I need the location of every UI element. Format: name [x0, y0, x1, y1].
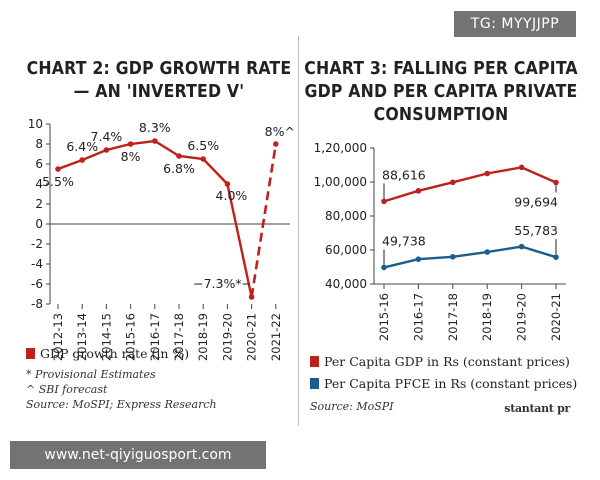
gdp-growth-point: [248, 294, 255, 300]
chart3-title-line2: GDP AND PER CAPITA PRIVATE: [304, 82, 578, 102]
gdp-growth-point: [200, 156, 206, 162]
x-tick-label: 2014-15: [99, 313, 113, 361]
y-tick-label: -8: [31, 297, 43, 311]
x-tick-label: 2020-21: [245, 313, 259, 361]
y-tick-label: 60,000: [325, 243, 367, 257]
gdp-growth-chart-panel: CHART 2: GDP GROWTH RATE — AN 'INVERTED …: [20, 36, 299, 426]
per-capita-data-label: 55,783: [514, 223, 558, 238]
per-capita-data-label: 88,616: [382, 167, 426, 182]
per-capita-pfce-point: [518, 243, 525, 250]
chart3-legend-pfce: Per Capita PFCE in Rs (constant prices): [310, 376, 577, 391]
y-tick-label: 1,00,000: [314, 175, 367, 189]
per-capita-gdp-point: [518, 164, 525, 171]
per-capita-chart: 1,20,000 1,00,000 80,000 60,000 40,000 2015-1…: [314, 141, 566, 341]
gdp-growth-chart: 10 8 6 4 2 0 -2 -4 -6 -8 2012-13 2013-14 2014-15 2015…: [28, 117, 295, 361]
x-tick-label: 2012-13: [51, 313, 65, 361]
x-tick-label: 2015-16: [377, 293, 391, 341]
x-tick-label: 2017-18: [172, 313, 186, 361]
chart2-source: Source: MoSPI; Express Research: [26, 398, 217, 411]
per-capita-pfce-point: [381, 264, 387, 271]
gdp-growth-forecast-line: [250, 143, 278, 298]
legend-label-per-capita-pfce: Per Capita PFCE in Rs (constant prices): [324, 376, 578, 391]
per-capita-pfce-line: [383, 245, 557, 269]
x-tick-label: 2019-20: [515, 293, 529, 341]
gdp-growth-data-label: 7.4%: [91, 129, 123, 144]
gdp-growth-data-label: 8.3%: [139, 120, 171, 135]
y-tick-label: -6: [31, 277, 43, 291]
chart2-title-line2: — AN 'INVERTED V': [73, 82, 245, 102]
chart2-legend: GDP growth rate (in %): [26, 346, 189, 361]
per-capita-pfce-point: [415, 256, 422, 262]
tg-watermark: TG: MYYJJPP: [454, 11, 576, 37]
x-tick-label: 2020-21: [549, 293, 563, 341]
gdp-growth-data-label: 6.4%: [66, 139, 98, 154]
chart3-title-line3: CONSUMPTION: [373, 105, 509, 125]
per-capita-data-label: 49,738: [382, 233, 426, 248]
gdp-growth-point: [103, 147, 110, 153]
x-tick-label: 2019-20: [220, 313, 234, 361]
gdp-growth-data-label: 6.8%: [163, 161, 195, 176]
url-watermark: www.net-qiyiguosport.com: [10, 441, 266, 469]
chart2-note-provisional: * Provisional Estimates: [26, 368, 156, 381]
x-tick-label: 2018-19: [196, 313, 210, 361]
per-capita-gdp-line: [383, 166, 557, 203]
y-tick-label: 10: [28, 117, 43, 131]
chart3-title-line1: CHART 3: FALLING PER CAPITA: [304, 59, 578, 79]
gdp-growth-point: [127, 141, 134, 147]
y-tick-label: -4: [31, 257, 43, 271]
per-capita-pfce-point: [450, 254, 456, 260]
gdp-growth-data-label: 8%^: [265, 124, 295, 139]
per-capita-data-label: 99,694: [514, 195, 558, 210]
gdp-growth-line: [57, 139, 253, 298]
x-tick-label: 2016-17: [148, 313, 162, 361]
legend-label-gdp-growth: GDP growth rate (in %): [40, 346, 190, 361]
per-capita-gdp-point: [553, 179, 559, 186]
chart3-legend-gdp: Per Capita GDP in Rs (constant prices): [310, 354, 570, 369]
y-tick-label: 6: [35, 157, 43, 171]
per-capita-chart-panel: CHART 3: FALLING PER CAPITA GDP AND PER …: [304, 36, 578, 426]
gdp-growth-point: [79, 157, 85, 163]
chart3-source: Source: MoSPI: [310, 400, 394, 413]
per-capita-gdp-point: [381, 198, 387, 205]
per-capita-gdp-point: [450, 179, 456, 186]
gdp-growth-data-label: −7.3%*: [193, 276, 241, 291]
legend-swatch-per-capita-pfce: [310, 378, 319, 389]
per-capita-pfce-point: [484, 249, 490, 255]
legend-label-per-capita-gdp: Per Capita GDP in Rs (constant prices): [324, 354, 570, 369]
gdp-growth-data-label: 4.0%: [216, 188, 248, 203]
y-tick-label: 0: [35, 217, 43, 231]
gdp-growth-point: [224, 181, 231, 187]
gdp-growth-data-label: 6.5%: [187, 138, 219, 153]
gdp-growth-point: [176, 153, 182, 159]
gdp-growth-data-label: 5.5%: [42, 174, 74, 189]
x-tick-label: 2013-14: [75, 313, 89, 361]
y-tick-label: -2: [31, 237, 43, 251]
gdp-growth-data-label: 8%: [121, 149, 141, 164]
legend-swatch-per-capita-gdp: [310, 356, 319, 367]
y-tick-label: 8: [35, 137, 43, 151]
gdp-growth-point: [273, 141, 279, 147]
x-tick-label: 2016-17: [411, 293, 425, 341]
y-tick-label: 40,000: [325, 277, 367, 291]
gdp-growth-point: [55, 166, 61, 172]
gdp-growth-point: [152, 138, 158, 144]
x-tick-label: 2018-19: [480, 293, 494, 341]
y-tick-label: 2: [35, 197, 43, 211]
y-tick-label: 1,20,000: [314, 141, 367, 155]
publisher-logo: stantant pr: [504, 402, 570, 415]
chart2-title-line1: CHART 2: GDP GROWTH RATE: [26, 59, 292, 79]
per-capita-gdp-point: [484, 170, 490, 177]
x-tick-label: 2017-18: [446, 293, 460, 341]
chart2-note-sbi: ^ SBI forecast: [26, 383, 108, 396]
x-tick-label: 2015-16: [124, 313, 138, 361]
x-tick-label: 2021-22: [269, 313, 283, 361]
per-capita-gdp-point: [415, 188, 422, 194]
y-tick-label: 80,000: [325, 209, 367, 223]
y-tick-label: 4: [35, 177, 43, 191]
legend-swatch-gdp-growth: [26, 348, 35, 359]
per-capita-pfce-point: [553, 254, 559, 260]
